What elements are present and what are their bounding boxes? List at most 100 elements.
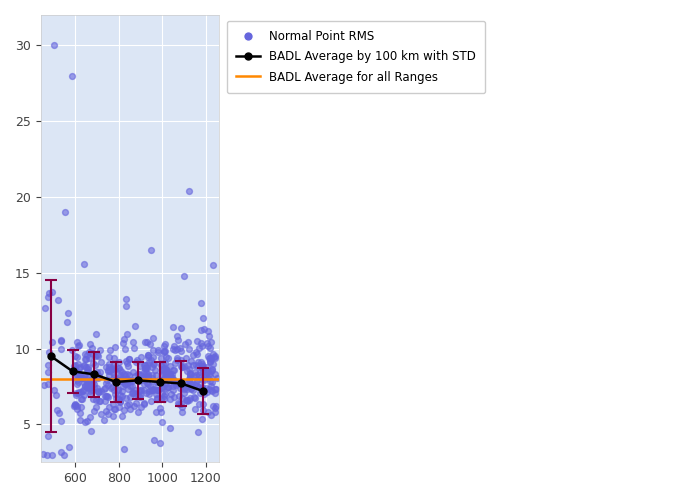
Point	[99, 384, 111, 392]
Point	[48, 42, 60, 50]
Point	[168, 380, 179, 388]
Point	[139, 400, 150, 407]
Point	[84, 383, 95, 391]
Point	[172, 346, 183, 354]
Point	[48, 386, 60, 394]
Point	[108, 376, 120, 384]
Point	[160, 368, 172, 376]
Point	[193, 371, 204, 379]
Point	[103, 370, 114, 378]
Point	[124, 393, 135, 401]
Point	[136, 386, 147, 394]
Point	[78, 378, 89, 386]
Point	[127, 338, 139, 346]
Point	[160, 370, 172, 378]
Point	[140, 389, 151, 397]
Point	[169, 346, 180, 354]
Point	[172, 356, 183, 364]
Point	[122, 358, 133, 366]
Point	[70, 400, 81, 408]
Point	[184, 371, 195, 379]
Point	[72, 342, 83, 350]
Point	[146, 356, 157, 364]
Point	[93, 372, 104, 380]
Point	[117, 340, 128, 347]
Point	[113, 358, 125, 366]
Point	[81, 418, 92, 426]
Point	[179, 379, 190, 387]
Point	[42, 360, 53, 368]
Point	[167, 344, 178, 352]
Point	[162, 374, 174, 382]
Point	[82, 367, 93, 375]
Point	[202, 326, 214, 334]
Point	[131, 356, 142, 364]
Point	[146, 386, 157, 394]
Point	[104, 353, 115, 361]
Point	[130, 386, 141, 394]
Point	[156, 370, 167, 378]
Point	[195, 326, 206, 334]
Point	[206, 338, 217, 346]
Point	[110, 366, 121, 374]
Point	[73, 373, 84, 381]
Point	[96, 387, 107, 395]
Point	[176, 356, 187, 364]
Point	[195, 358, 206, 366]
Point	[178, 272, 189, 280]
Point	[113, 364, 125, 372]
Point	[192, 350, 203, 358]
Point	[139, 361, 150, 369]
Point	[88, 395, 99, 403]
Point	[38, 450, 49, 458]
Point	[127, 388, 138, 396]
Point	[115, 371, 126, 379]
Point	[80, 382, 91, 390]
Point	[188, 386, 199, 394]
Point	[43, 293, 54, 301]
Point	[38, 381, 50, 389]
Point	[70, 389, 81, 397]
Point	[183, 396, 195, 404]
Point	[102, 366, 113, 374]
Point	[167, 373, 178, 381]
Point	[80, 350, 91, 358]
Point	[111, 394, 122, 402]
Point	[125, 405, 136, 413]
Point	[127, 368, 139, 376]
Point	[153, 386, 164, 394]
Point	[79, 390, 90, 398]
Point	[129, 344, 140, 352]
Point	[123, 378, 134, 386]
Point	[123, 354, 134, 362]
Point	[197, 406, 209, 414]
Point	[204, 384, 215, 392]
Point	[141, 380, 152, 388]
Point	[192, 428, 203, 436]
Point	[191, 338, 202, 345]
Point	[157, 388, 168, 396]
Point	[182, 396, 193, 404]
Point	[183, 375, 194, 383]
Point	[81, 351, 92, 359]
Point	[177, 363, 188, 371]
Point	[66, 72, 77, 80]
Point	[87, 386, 98, 394]
Point	[96, 410, 107, 418]
Point	[115, 377, 126, 385]
Point	[69, 401, 80, 409]
Point	[210, 408, 221, 416]
Point	[74, 416, 85, 424]
Point	[178, 362, 189, 370]
Point	[132, 370, 144, 378]
Point	[107, 370, 118, 378]
Point	[204, 377, 216, 385]
Point	[161, 366, 172, 374]
Point	[80, 418, 91, 426]
Point	[140, 364, 151, 372]
Point	[138, 400, 149, 407]
Point	[204, 372, 216, 380]
Point	[99, 397, 111, 405]
Point	[84, 340, 95, 348]
Point	[163, 372, 174, 380]
